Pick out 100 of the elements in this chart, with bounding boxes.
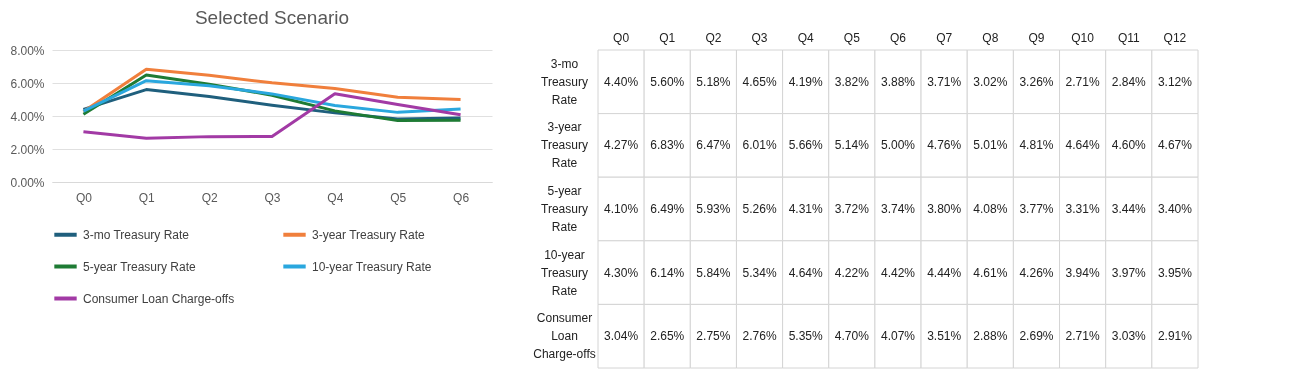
x-tick-label: Q5 <box>843 30 861 45</box>
data-label: 4.26% <box>1019 265 1054 280</box>
data-label: 4.64% <box>788 265 824 280</box>
x-tick-label: Q2 <box>705 30 722 45</box>
data-label: 4.70% <box>834 329 870 344</box>
chart-title: Selected Scenario <box>194 7 350 28</box>
data-label: 3.26% <box>1019 74 1054 89</box>
data-label: 5.66% <box>788 138 824 153</box>
data-label: 5.35% <box>788 329 824 344</box>
data-label: 3.40% <box>1157 202 1193 216</box>
data-label: 5.60% <box>650 74 685 89</box>
data-label: 4.60% <box>1111 138 1147 153</box>
data-label: 4.27% <box>604 138 639 153</box>
legend-label: Consumer Loan Charge-offs <box>83 291 235 306</box>
data-label: 2.88% <box>973 329 1008 344</box>
x-tick-label: Q12 <box>1163 30 1187 45</box>
line-series <box>81 92 463 140</box>
x-tick-label: Q10 <box>1071 30 1095 45</box>
data-label: 5.14% <box>834 138 870 153</box>
x-tick-label: Q1 <box>138 190 156 205</box>
data-label: 3.82% <box>834 74 870 89</box>
data-label: 3.51% <box>927 329 962 344</box>
data-label: 4.07% <box>880 329 916 344</box>
data-label: 2.91% <box>1157 329 1193 344</box>
y-tick-label: 0.00% <box>10 175 45 190</box>
data-label: 3.77% <box>1019 202 1054 216</box>
data-label: 4.81% <box>1019 138 1054 153</box>
data-label: 5.26% <box>742 202 777 216</box>
data-label: 4.10% <box>604 202 639 216</box>
data-label: 3.80% <box>927 202 962 216</box>
data-label: 4.30% <box>604 265 639 280</box>
data-label: 5.84% <box>696 265 731 280</box>
data-label: 3.03% <box>1111 329 1147 344</box>
x-tick-label: Q3 <box>751 30 768 45</box>
x-tick-label: Q6 <box>889 30 907 45</box>
line-series <box>81 79 463 114</box>
data-label: 6.14% <box>650 265 685 280</box>
y-tick-label: 2.00% <box>10 142 45 157</box>
y-tick-label: 4.00% <box>10 109 45 124</box>
data-label: 6.83% <box>650 138 685 153</box>
data-label: 2.71% <box>1065 74 1100 89</box>
legend-label: 5-year Treasury Rate <box>83 259 197 274</box>
x-tick-label: Q2 <box>201 190 218 205</box>
data-label: 3.95% <box>1157 265 1193 280</box>
data-label: 3.97% <box>1111 265 1147 280</box>
data-label: 4.67% <box>1157 138 1193 153</box>
data-label: 3.71% <box>927 74 962 89</box>
data-label: 5.00% <box>880 138 916 153</box>
data-label: 6.47% <box>696 138 731 153</box>
y-tick-label: 6.00% <box>10 76 45 91</box>
x-tick-label: Q4 <box>797 30 815 45</box>
x-tick-label: Q0 <box>75 190 93 205</box>
x-tick-label: Q8 <box>982 30 999 45</box>
data-label: 2.65% <box>650 329 685 344</box>
line-series <box>81 67 463 114</box>
x-tick-label: Q3 <box>264 190 281 205</box>
data-label: 4.61% <box>973 265 1008 280</box>
data-label: 4.22% <box>834 265 870 280</box>
y-tick-label: 8.00% <box>10 43 45 58</box>
data-label: 3.02% <box>973 74 1008 89</box>
data-label: 5.01% <box>973 138 1008 153</box>
data-label: 3.94% <box>1065 265 1100 280</box>
data-label: 6.49% <box>650 202 685 216</box>
data-label: 4.65% <box>742 74 777 89</box>
data-label: 3.44% <box>1111 202 1147 216</box>
y-tick-label: 10-year Treasury Rate <box>541 247 588 298</box>
y-tick-label: 5-year Treasury Rate <box>541 184 588 234</box>
y-tick-label: Consumer Loan Charge-offs <box>533 311 596 362</box>
data-label: 2.71% <box>1065 329 1100 344</box>
data-label: 5.93% <box>696 202 731 216</box>
data-label: 4.40% <box>604 74 639 89</box>
data-label: 3.04% <box>604 329 639 344</box>
data-label: 4.42% <box>880 265 916 280</box>
data-label: 2.84% <box>1111 74 1147 89</box>
data-label: 4.44% <box>927 265 962 280</box>
data-label: 5.34% <box>742 265 777 280</box>
data-label: 3.74% <box>880 202 916 216</box>
data-label: 3.88% <box>880 74 916 89</box>
data-label: 4.08% <box>973 202 1008 216</box>
legend-label: 10-year Treasury Rate <box>312 259 432 274</box>
data-label: 3.31% <box>1065 202 1100 216</box>
data-label: 2.69% <box>1019 329 1054 344</box>
data-label: 4.76% <box>927 138 962 153</box>
x-tick-label: Q11 <box>1117 30 1140 45</box>
data-label: 3.12% <box>1157 74 1193 89</box>
x-tick-label: Q9 <box>1028 30 1045 45</box>
data-label: 5.18% <box>696 74 731 89</box>
data-label: 2.75% <box>696 329 731 344</box>
x-tick-label: Q7 <box>936 30 953 45</box>
legend-label: 3-year Treasury Rate <box>312 227 426 242</box>
data-label: 4.64% <box>1065 138 1100 153</box>
x-tick-label: Q4 <box>327 190 344 205</box>
data-label: 4.19% <box>788 74 824 89</box>
data-label: 2.76% <box>742 329 777 344</box>
data-label: 6.01% <box>742 138 777 153</box>
y-tick-label: 3-mo Treasury Rate <box>541 56 588 107</box>
data-label: 3.72% <box>834 202 870 216</box>
x-tick-label: Q6 <box>453 190 470 205</box>
data-label: 4.31% <box>788 202 824 216</box>
x-tick-label: Q5 <box>390 190 407 205</box>
